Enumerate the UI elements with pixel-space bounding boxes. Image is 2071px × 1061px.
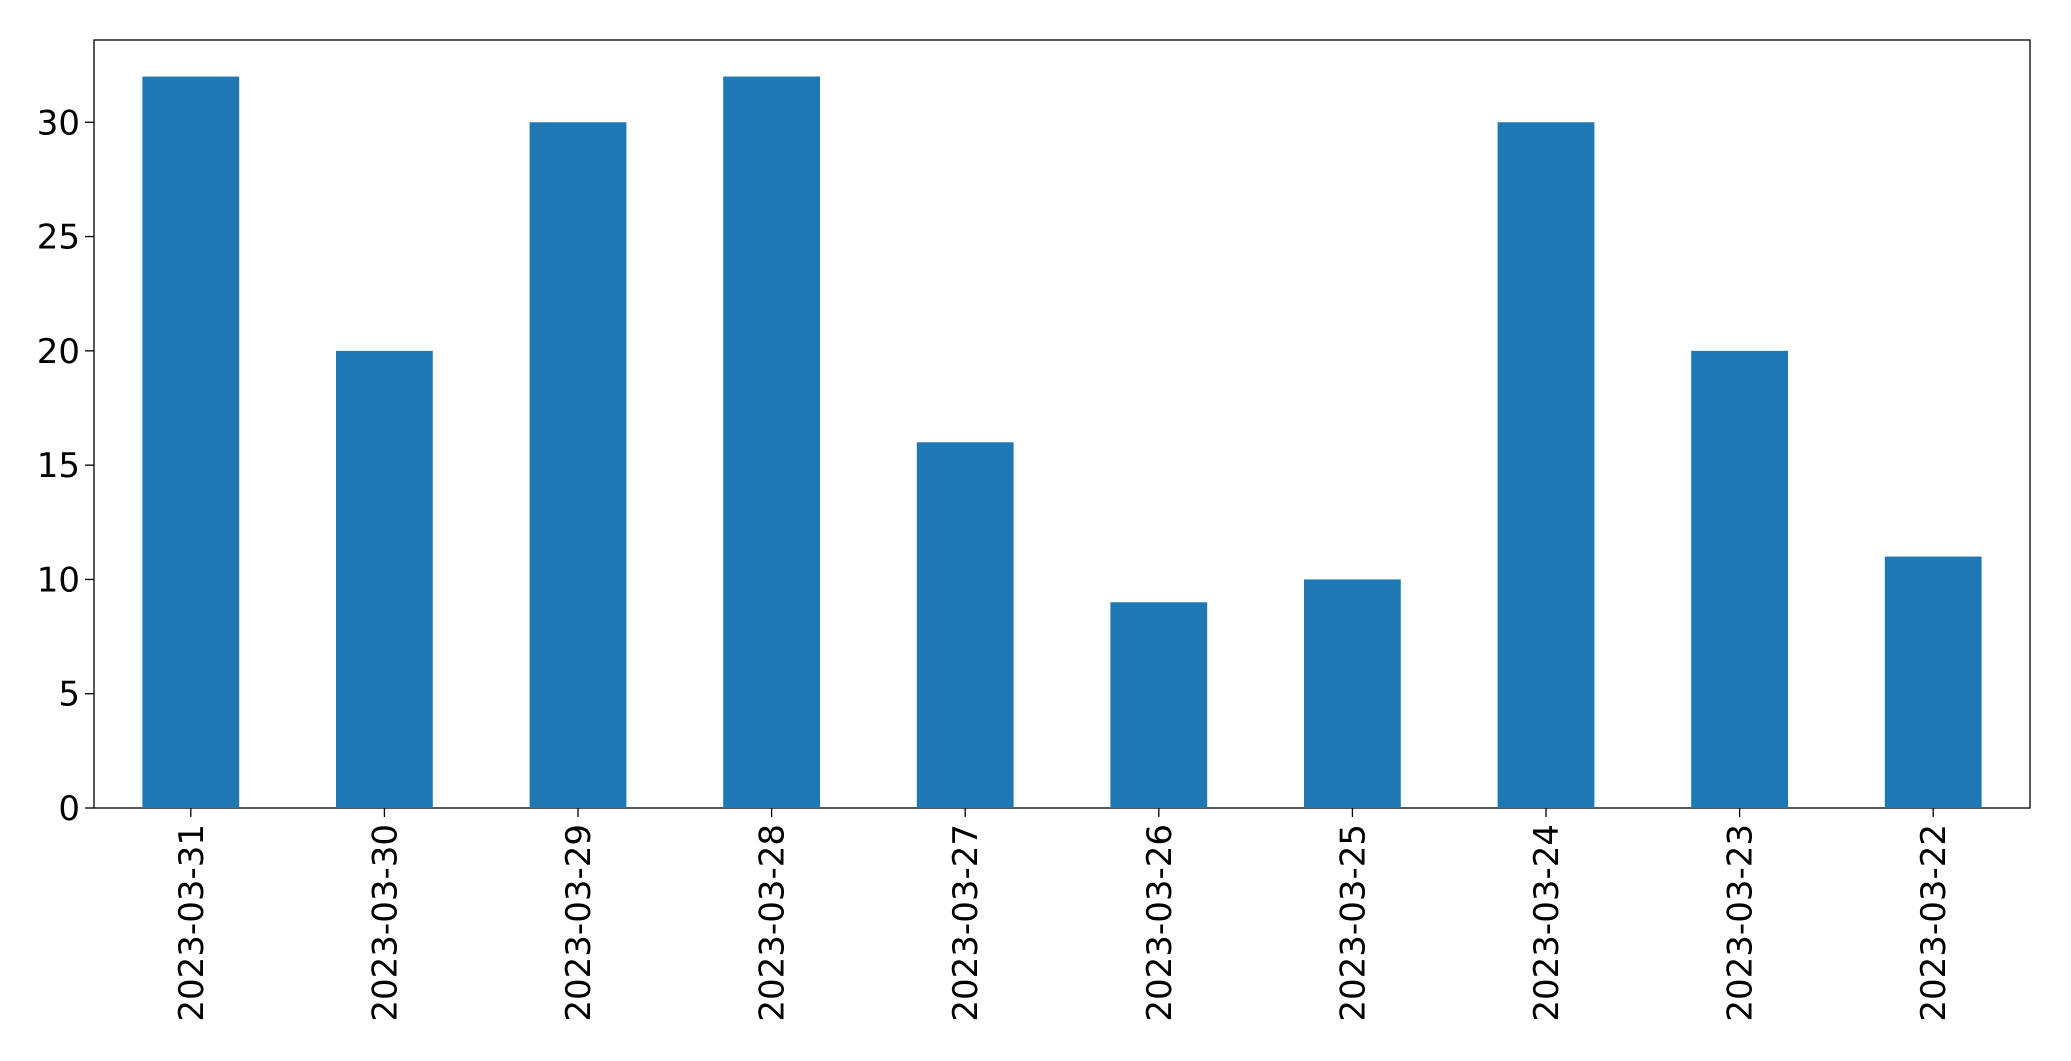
y-tick-label: 30 <box>37 103 80 143</box>
bar <box>723 76 820 809</box>
y-tick-label: 20 <box>37 332 80 372</box>
bar <box>1884 556 1982 808</box>
bar <box>336 350 433 808</box>
x-tick-label: 2023-03-31 <box>172 824 212 1022</box>
x-tick-label: 2023-03-28 <box>753 824 793 1022</box>
bar <box>1304 579 1401 808</box>
x-tick-label: 2023-03-29 <box>559 824 599 1022</box>
axes-frame <box>93 39 2031 809</box>
bar <box>142 76 240 809</box>
x-tick-label: 2023-03-26 <box>1140 824 1180 1022</box>
bar <box>1691 350 1788 808</box>
x-tick-label: 2023-03-25 <box>1333 824 1373 1022</box>
x-tick-label: 2023-03-24 <box>1527 824 1567 1022</box>
bar <box>1497 122 1595 809</box>
y-tick-label: 10 <box>37 560 80 600</box>
y-tick-label: 25 <box>37 218 80 258</box>
bar <box>1110 602 1208 808</box>
x-tick-label: 2023-03-23 <box>1721 824 1761 1022</box>
bar <box>916 442 1014 808</box>
x-tick-label: 2023-03-27 <box>946 824 986 1022</box>
x-tick-label: 2023-03-30 <box>365 824 405 1022</box>
y-tick-label: 5 <box>58 675 80 715</box>
y-tick-label: 15 <box>37 446 80 486</box>
x-tick-label: 2023-03-22 <box>1914 824 1954 1022</box>
y-tick-label: 0 <box>58 789 80 829</box>
bar <box>529 122 627 809</box>
